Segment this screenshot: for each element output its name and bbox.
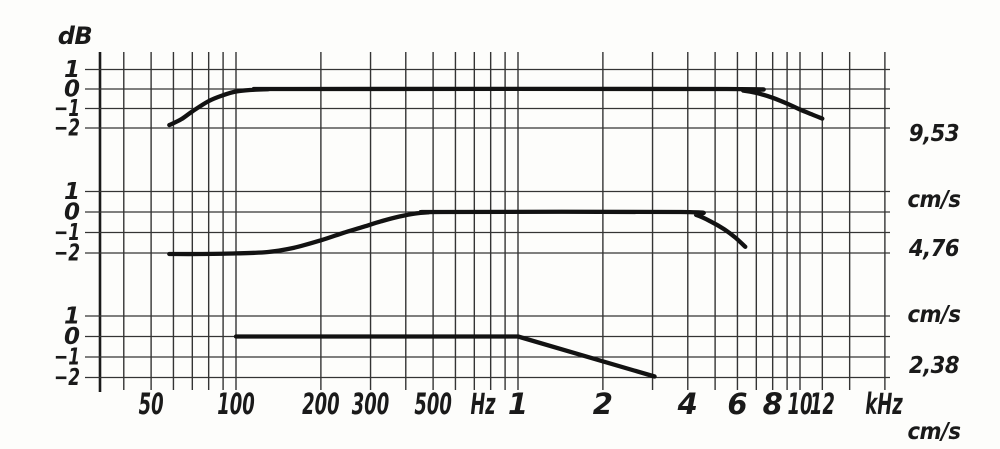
y-tick-label: −1 <box>54 220 80 246</box>
x-tick-label: 300 <box>352 387 390 421</box>
y-tick-label: −1 <box>54 345 80 371</box>
series-label-4-76-value: 4,76 <box>908 236 960 262</box>
y-tick-label: −2 <box>54 365 80 391</box>
x-axis-unit-label: kHz <box>865 387 903 421</box>
y-tick-label: 1 <box>64 179 80 205</box>
y-tick-label: −2 <box>54 116 80 142</box>
x-tick-label: 1 <box>508 387 528 421</box>
series-label-2-38-value: 2,38 <box>908 353 960 379</box>
series-label-9-53: 9,53 cm/s <box>902 79 966 255</box>
x-tick-label: 200 <box>302 387 340 421</box>
x-axis-unit-label: Hz <box>471 387 496 421</box>
x-tick-label: 8 <box>763 387 783 421</box>
x-tick-label: 100 <box>217 387 255 421</box>
y-tick-label: 0 <box>64 200 80 226</box>
response-curve-9-53 <box>167 86 825 128</box>
x-tick-label: 2 <box>593 387 613 421</box>
x-tick-label: 4 <box>677 387 698 421</box>
x-tick-label: 500 <box>414 387 452 421</box>
response-curve-2-38 <box>233 334 657 379</box>
response-curve-4-76 <box>167 209 748 257</box>
y-tick-label: −2 <box>54 241 80 267</box>
series-label-2-38-unit: cm/s <box>907 419 961 445</box>
y-tick-label: 0 <box>64 77 80 103</box>
y-tick-label: 1 <box>64 304 80 330</box>
x-tick-label: 12 <box>810 387 835 421</box>
y-tick-label: 0 <box>64 324 80 350</box>
series-label-4-76-unit: cm/s <box>907 302 961 328</box>
y-tick-label: 1 <box>64 57 80 83</box>
series-label-9-53-value: 9,53 <box>908 121 960 147</box>
series-label-4-76: 4,76 cm/s <box>902 194 966 370</box>
series-label-9-53-unit: cm/s <box>907 187 961 213</box>
db-axis-unit-label: dB <box>57 22 93 50</box>
x-tick-label: 6 <box>727 387 747 421</box>
x-tick-label: 50 <box>139 387 164 421</box>
series-label-2-38: 2,38 cm/s <box>902 311 966 449</box>
x-tick-label: 10 <box>788 387 813 421</box>
y-tick-label: −1 <box>54 96 80 122</box>
